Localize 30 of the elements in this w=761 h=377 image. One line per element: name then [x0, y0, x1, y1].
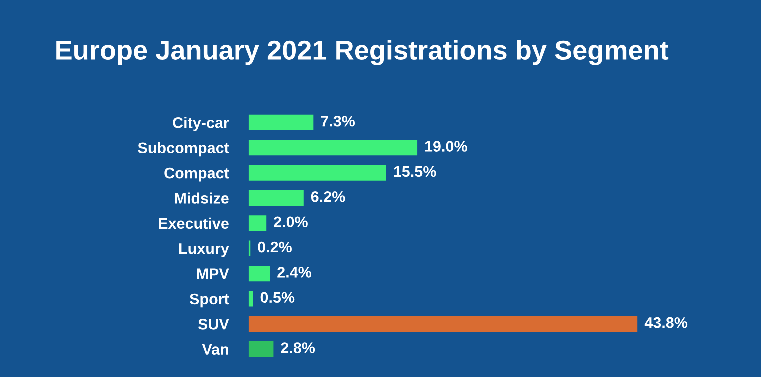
bar	[248, 216, 267, 232]
data-label: 43.8%	[644, 317, 688, 328]
bar	[248, 190, 304, 206]
bar	[248, 342, 274, 358]
y-tick-label: Van	[202, 344, 228, 356]
bar	[248, 165, 386, 181]
data-label: 7.3%	[321, 116, 356, 127]
bar	[248, 114, 314, 130]
data-label: 0.5%	[260, 292, 295, 304]
y-tick-label: Midsize	[175, 192, 229, 204]
bar	[248, 266, 270, 282]
y-tick-label: SUV	[198, 319, 230, 330]
y-tick-label: Luxury	[179, 244, 230, 258]
data-label: 2.8%	[281, 342, 316, 354]
y-tick-label: Compact	[164, 168, 230, 182]
y-tick-label: MPV	[197, 268, 230, 280]
data-label: 15.5%	[394, 166, 436, 178]
data-label: 6.2%	[311, 192, 346, 202]
data-label: 2.0%	[274, 216, 308, 228]
data-label: 19.0%	[425, 141, 468, 152]
bar	[248, 291, 254, 307]
y-tick-label: Executive	[159, 218, 229, 230]
y-tick-label: Subcompact	[138, 142, 230, 157]
y-tick-label: City-car	[173, 117, 230, 132]
chart-title: Europe January 2021 Registrations by Segment	[56, 40, 669, 66]
data-label: 2.4%	[278, 267, 312, 278]
bar	[248, 140, 418, 156]
bar	[248, 316, 638, 332]
y-tick-label: Sport	[190, 294, 230, 308]
data-label: 0.2%	[258, 242, 292, 253]
